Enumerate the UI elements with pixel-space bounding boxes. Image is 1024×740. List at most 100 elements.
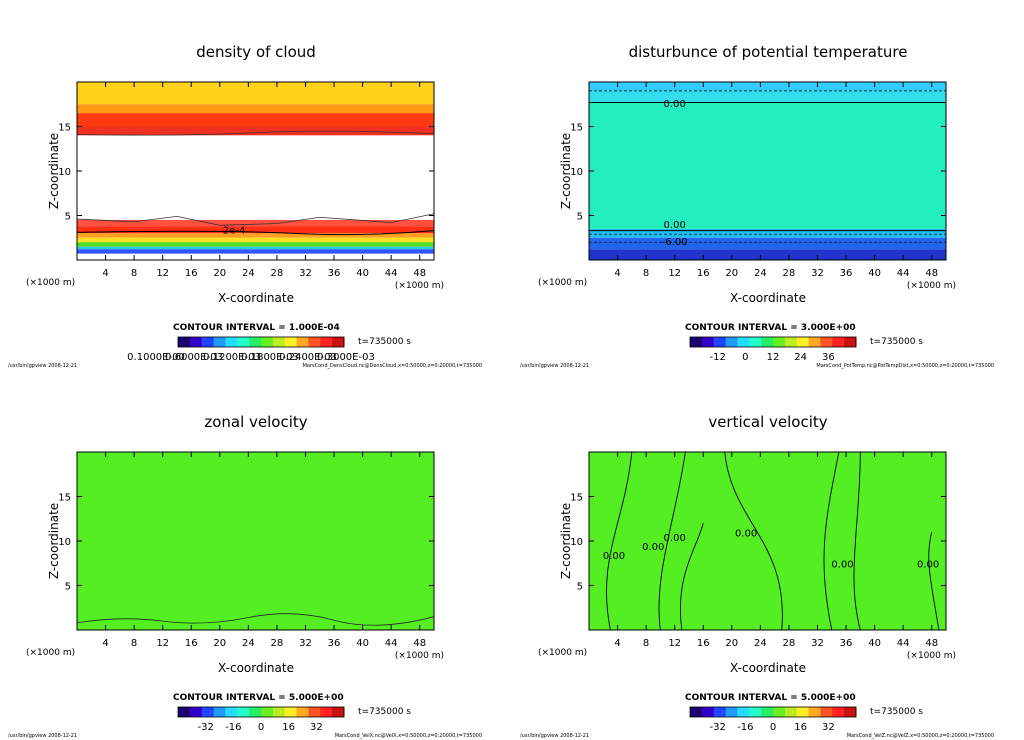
- data-band: [77, 452, 434, 630]
- y-axis-label: Z-coordinate: [47, 503, 61, 579]
- contour-label: 0.00: [831, 560, 853, 571]
- y-tick-label: 10: [570, 537, 583, 548]
- x-tick-label: 36: [840, 638, 853, 649]
- colorbar-swatch: [725, 707, 738, 717]
- data-band: [589, 452, 946, 630]
- plot-area: [589, 452, 946, 630]
- colorbar-label: 0: [770, 722, 776, 733]
- footer-right: MarsCond_PotTemp.nc@PotTempDist,x=0:5000…: [816, 363, 994, 369]
- data-band: [589, 90, 946, 103]
- contour-line: [606, 452, 633, 630]
- colorbar-swatch: [784, 337, 798, 347]
- colorbar-swatch: [773, 707, 786, 717]
- x-tick-label: 28: [783, 638, 796, 649]
- colorbar-swatch: [832, 707, 845, 717]
- colorbar-swatch: [713, 707, 727, 717]
- y-axis-label: Z-coordinate: [47, 133, 61, 209]
- data-band: [77, 126, 434, 136]
- y-tick-label: 15: [58, 123, 71, 134]
- colorbar-label: -16: [225, 722, 241, 733]
- colorbar-swatch: [201, 337, 215, 347]
- colorbar-swatch: [832, 337, 845, 347]
- contour-label: -6.00: [662, 237, 688, 248]
- x-tick-label: 40: [356, 268, 369, 279]
- x-tick-label: 28: [271, 268, 284, 279]
- colorbar-swatch: [272, 337, 286, 347]
- contour-label: 2e-4: [223, 225, 246, 236]
- x-tick-label: 4: [614, 638, 620, 649]
- colorbar-label: 0.1200E-03: [203, 352, 261, 363]
- footer-right: MarsCond_DensCloud.nc@DensCloud,x=0:5000…: [303, 363, 482, 369]
- x-tick-label: 48: [413, 638, 426, 649]
- colorbar-label: -12: [709, 352, 725, 363]
- x-tick-label: 28: [783, 268, 796, 279]
- plot-area: [77, 452, 434, 630]
- colorbar-swatch: [320, 337, 333, 347]
- colorbar-label: 24: [794, 352, 807, 363]
- data-band: [77, 237, 434, 243]
- contour-line: [77, 230, 434, 236]
- y-tick-label: 10: [570, 167, 583, 178]
- colorbar-swatch: [737, 337, 750, 347]
- data-band: [589, 249, 946, 260]
- x-tick-label: 8: [643, 268, 649, 279]
- colorbar-swatch: [308, 337, 321, 347]
- data-band: [77, 242, 434, 247]
- colorbar-swatch: [332, 337, 345, 347]
- colorbar-swatch: [713, 337, 727, 347]
- colorbar-swatch: [308, 707, 321, 717]
- x-tick-label: 48: [925, 638, 938, 649]
- contour-label: 0.00: [642, 542, 664, 553]
- x-tick-label: 24: [242, 638, 255, 649]
- colorbar-swatch: [761, 707, 774, 717]
- x-tick-label: 40: [868, 268, 881, 279]
- colorbar-label: 0.3000E-03: [317, 352, 375, 363]
- contour-label: 0.00: [603, 551, 625, 562]
- data-band: [77, 82, 434, 105]
- y-axis-label: Z-coordinate: [559, 503, 573, 579]
- colorbar-swatch: [796, 707, 810, 717]
- y-tick-label: 5: [577, 582, 583, 593]
- x-tick-label: 44: [385, 638, 398, 649]
- x-tick-label: 36: [840, 268, 853, 279]
- x-tick-label: 24: [754, 268, 767, 279]
- x-tick-label: 16: [185, 268, 198, 279]
- time-label: t=735000 s: [358, 337, 411, 347]
- colorbar-swatch: [844, 707, 857, 717]
- colorbar-swatch: [189, 337, 203, 347]
- colorbar-swatch: [796, 337, 810, 347]
- colorbar-swatch: [737, 707, 750, 717]
- x-tick-label: 12: [668, 638, 681, 649]
- colorbar-swatch: [320, 707, 333, 717]
- plot-area: [77, 82, 434, 260]
- x-axis-label: X-coordinate: [218, 661, 294, 675]
- colorbar-swatch: [701, 337, 715, 347]
- colorbar-label: 0.2400E-03: [279, 352, 337, 363]
- data-band: [77, 233, 434, 238]
- colorbar-label: 12: [767, 352, 780, 363]
- colorbar-label: 0.6000E-03: [165, 352, 223, 363]
- colorbar-label: 16: [794, 722, 807, 733]
- contour-line: [928, 531, 940, 630]
- contour-line: [77, 213, 434, 226]
- x-tick-label: 16: [697, 638, 710, 649]
- x-tick-label: 32: [811, 268, 824, 279]
- x-unit-left: (×1000 m): [538, 278, 587, 288]
- colorbar-swatch: [178, 707, 191, 717]
- y-tick-label: 15: [570, 493, 583, 504]
- colorbar-swatch: [225, 707, 238, 717]
- colorbar-swatch: [249, 337, 262, 347]
- contour-interval: CONTOUR INTERVAL = 5.000E+00: [685, 693, 856, 703]
- footer-right: MarsCond_VelX.nc@VelX,x=0:50000,z=0:2000…: [335, 733, 482, 739]
- colorbar-swatch: [201, 707, 215, 717]
- panel-title: density of cloud: [196, 43, 316, 61]
- x-tick-label: 12: [668, 268, 681, 279]
- colorbar-swatch: [701, 707, 715, 717]
- data-band: [77, 219, 434, 227]
- x-tick-label: 48: [413, 268, 426, 279]
- colorbar-swatch: [844, 337, 857, 347]
- footer-left: /usr/bin/gpview 2008-12-21: [8, 363, 77, 369]
- x-tick-label: 44: [897, 268, 910, 279]
- colorbar-label: -32: [709, 722, 725, 733]
